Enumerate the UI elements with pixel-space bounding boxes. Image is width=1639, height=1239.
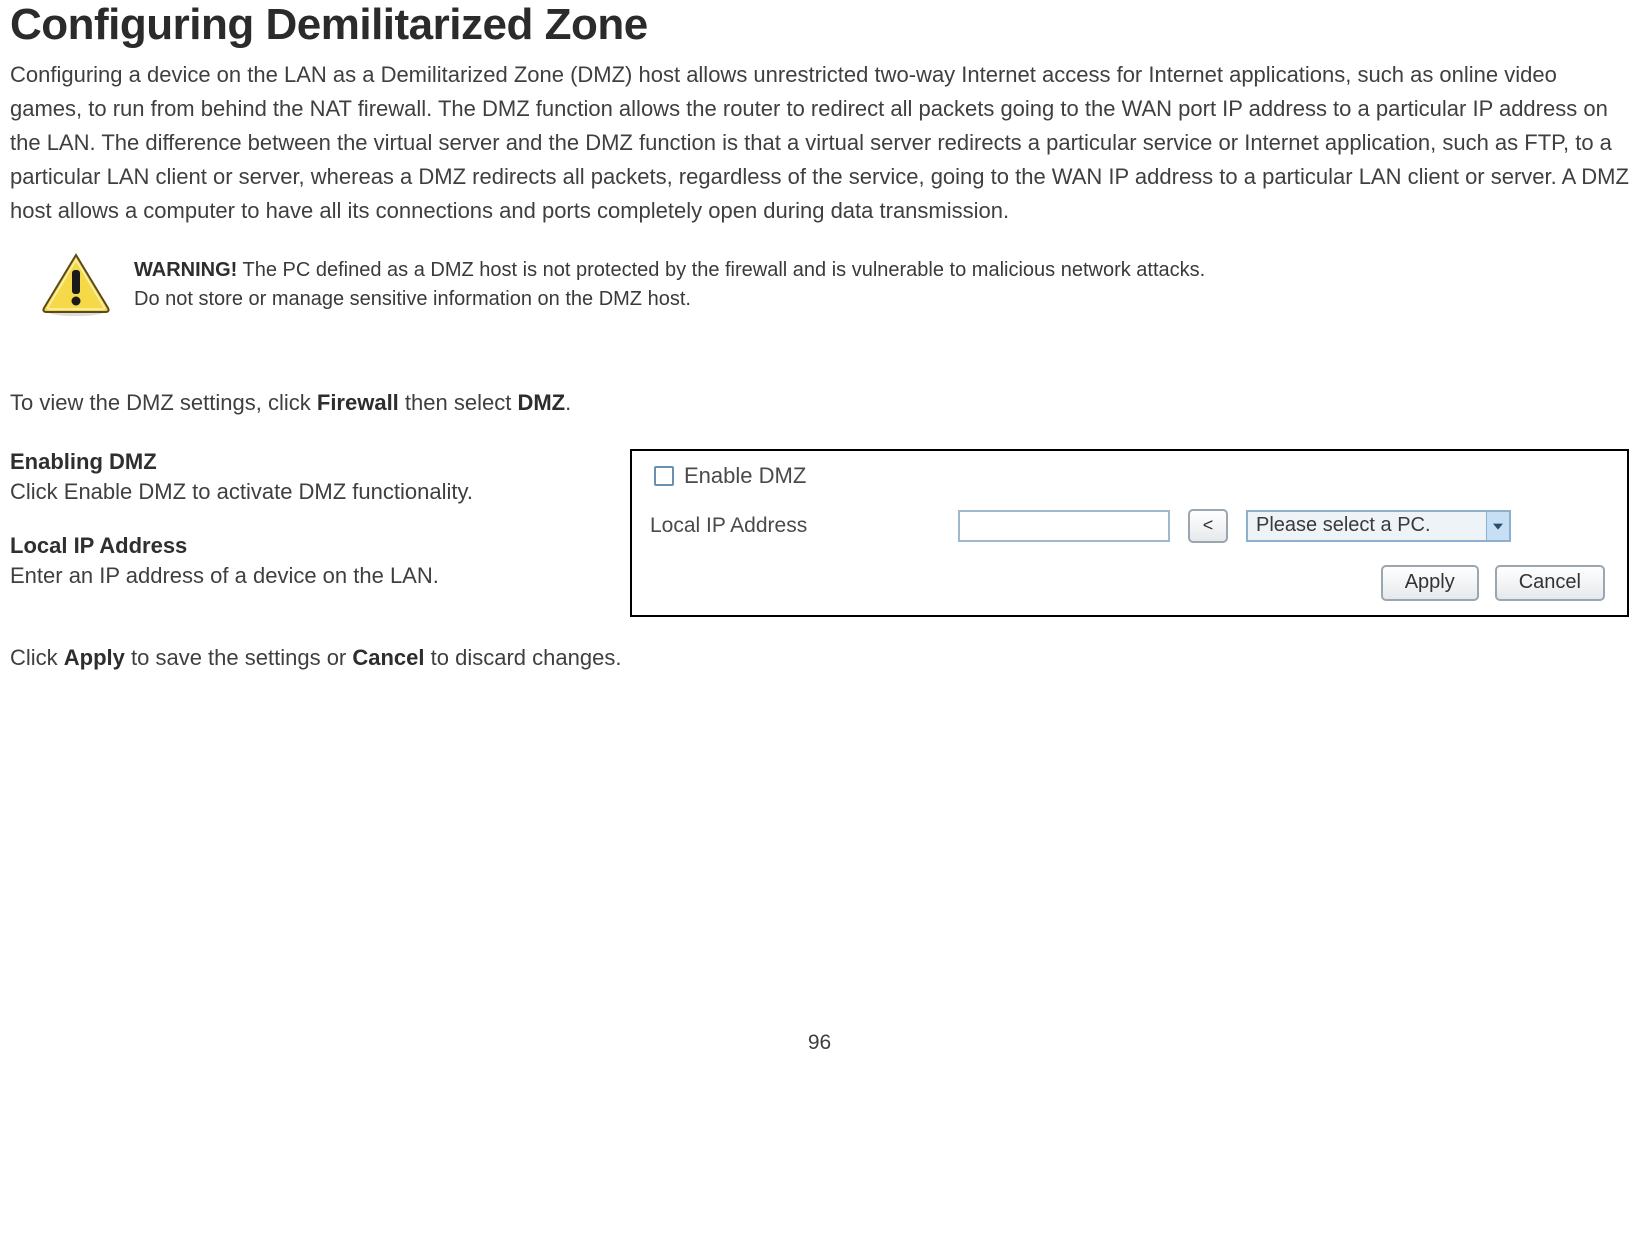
page-title: Configuring Demilitarized Zone [10, 0, 1629, 50]
assign-arrow-button[interactable]: < [1188, 509, 1228, 543]
cancel-button[interactable]: Cancel [1495, 565, 1605, 601]
nav-bold-dmz: DMZ [517, 390, 565, 415]
warning-label: WARNING! [134, 259, 237, 281]
warning-line-2: Do not store or manage sensitive informa… [134, 285, 1205, 314]
nav-instruction: To view the DMZ settings, click Firewall… [10, 386, 1629, 420]
nav-suffix: . [565, 390, 571, 415]
pc-select-dropdown[interactable]: Please select a PC. [1246, 510, 1511, 542]
chevron-down-icon [1493, 523, 1503, 529]
footer-bold-apply: Apply [64, 645, 125, 670]
enabling-dmz-heading: Enabling DMZ [10, 449, 600, 475]
nav-bold-firewall: Firewall [317, 390, 399, 415]
page-number: 96 [10, 1031, 1629, 1075]
nav-prefix: To view the DMZ settings, click [10, 390, 317, 415]
enable-dmz-label: Enable DMZ [684, 463, 806, 489]
pc-select-placeholder: Please select a PC. [1256, 514, 1431, 537]
intro-paragraph: Configuring a device on the LAN as a Dem… [10, 58, 1629, 228]
footer-bold-cancel: Cancel [352, 645, 424, 670]
enabling-dmz-body: Click Enable DMZ to activate DMZ functio… [10, 479, 600, 505]
apply-button[interactable]: Apply [1381, 565, 1479, 601]
nav-mid: then select [399, 390, 518, 415]
warning-icon [40, 252, 112, 316]
local-ip-heading: Local IP Address [10, 533, 600, 559]
footer-instruction: Click Apply to save the settings or Canc… [10, 645, 1629, 671]
local-ip-field-label: Local IP Address [650, 514, 940, 538]
warning-text: WARNING! The PC defined as a DMZ host is… [134, 252, 1205, 314]
warning-block: WARNING! The PC defined as a DMZ host is… [10, 246, 1629, 326]
footer-mid: to save the settings or [125, 645, 352, 670]
local-ip-body: Enter an IP address of a device on the L… [10, 563, 600, 589]
footer-prefix: Click [10, 645, 64, 670]
enable-dmz-checkbox[interactable] [654, 466, 674, 486]
dmz-settings-panel: Enable DMZ Local IP Address < Please sel… [630, 449, 1629, 617]
footer-suffix: to discard changes. [425, 645, 622, 670]
warning-line-1: The PC defined as a DMZ host is not prot… [237, 259, 1205, 281]
local-ip-input[interactable] [958, 510, 1170, 542]
